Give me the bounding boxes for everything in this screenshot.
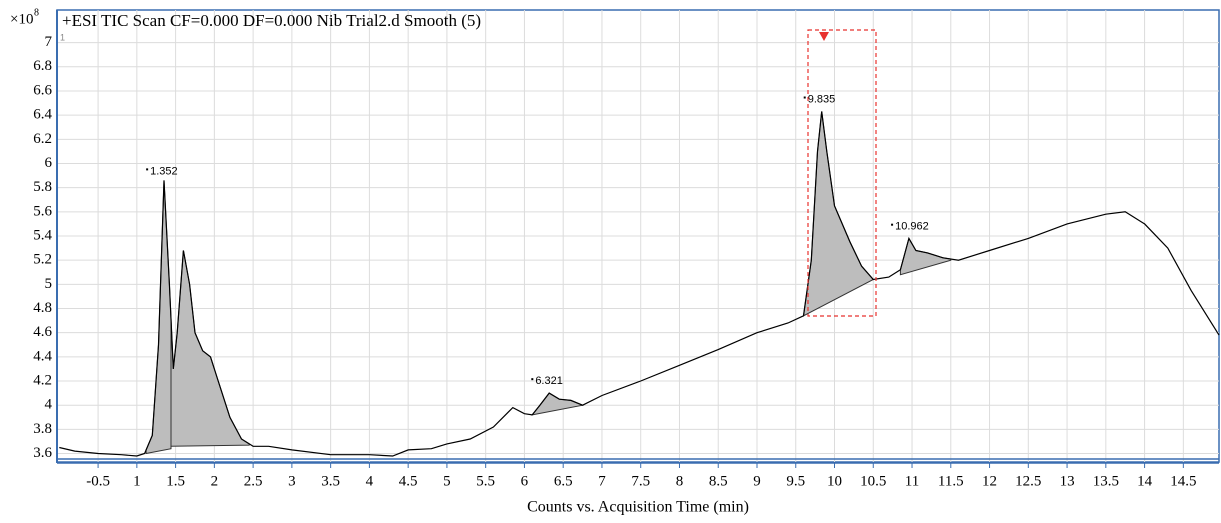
y-tick-label: 3.8 bbox=[33, 421, 52, 437]
y-tick-label: 5.8 bbox=[33, 179, 52, 195]
x-tick-label: 1.5 bbox=[166, 473, 185, 489]
x-tick-label: 3.5 bbox=[321, 473, 340, 489]
y-tick-label: 6.2 bbox=[33, 131, 52, 147]
x-tick-label: 12 bbox=[982, 473, 997, 489]
x-tick-label: 4 bbox=[366, 473, 374, 489]
y-tick-label: 4.2 bbox=[33, 372, 52, 388]
peak-marker bbox=[146, 168, 149, 171]
x-tick-label: 2.5 bbox=[244, 473, 263, 489]
x-tick-label: 1 bbox=[133, 473, 141, 489]
x-tick-label: 12.5 bbox=[1015, 473, 1041, 489]
x-tick-label: 9.5 bbox=[786, 473, 805, 489]
selection-marker[interactable] bbox=[819, 32, 829, 41]
x-tick-label: 4.5 bbox=[399, 473, 418, 489]
x-tick-label: 13 bbox=[1060, 473, 1075, 489]
y-tick-label: 6.4 bbox=[33, 107, 52, 123]
x-tick-label: 14.5 bbox=[1170, 473, 1196, 489]
x-tick-label: 7.5 bbox=[631, 473, 650, 489]
y-tick-label: 5 bbox=[45, 276, 53, 292]
y-tick-label: 6 bbox=[45, 155, 53, 171]
peak-label: 10.962 bbox=[895, 221, 929, 233]
y-tick-label: 4.8 bbox=[33, 300, 52, 316]
selection-box[interactable] bbox=[807, 29, 877, 317]
x-tick-label: 13.5 bbox=[1093, 473, 1119, 489]
x-tick-label: 9 bbox=[753, 473, 761, 489]
grid bbox=[57, 10, 1219, 462]
x-tick-label: 7 bbox=[598, 473, 606, 489]
peak-label: 6.321 bbox=[535, 375, 563, 387]
panel-number: 1 bbox=[60, 32, 65, 42]
y-tick-label: 6.6 bbox=[33, 82, 52, 98]
peak-marker bbox=[891, 223, 894, 226]
x-tick-label: 10.5 bbox=[860, 473, 886, 489]
peak-label: 9.835 bbox=[808, 93, 836, 105]
x-tick-label: 5 bbox=[443, 473, 451, 489]
marks: 1.352 6.321 9.835 10.962 bbox=[59, 93, 1220, 457]
x-tick-label: 11 bbox=[905, 473, 919, 489]
x-tick-label: -0.5 bbox=[86, 473, 110, 489]
x-tick-label: 6 bbox=[521, 473, 529, 489]
x-tick-label: 6.5 bbox=[554, 473, 573, 489]
x-tick-label: 3 bbox=[288, 473, 296, 489]
y-tick-label: 7 bbox=[45, 34, 53, 50]
y-tick-label: 5.2 bbox=[33, 252, 52, 268]
x-tick-label: 2 bbox=[211, 473, 219, 489]
y-tick-label: 4.6 bbox=[33, 324, 52, 340]
y-tick-label: 3.6 bbox=[33, 445, 52, 461]
y-tick-label: 4.4 bbox=[33, 348, 52, 364]
y-tick-label: 6.8 bbox=[33, 58, 52, 74]
x-tick-label: 11.5 bbox=[938, 473, 964, 489]
y-exponent: 8 bbox=[34, 7, 39, 18]
x-tick-label: 14 bbox=[1137, 473, 1153, 489]
x-axis-label: Counts vs. Acquisition Time (min) bbox=[527, 499, 749, 516]
peak-label: 1.352 bbox=[150, 165, 178, 177]
peak-marker bbox=[803, 96, 806, 99]
x-tick-label: 8.5 bbox=[709, 473, 728, 489]
y-tick-label: 5.4 bbox=[33, 227, 52, 243]
y-tick-label: 4 bbox=[45, 397, 53, 413]
y-multiplier: ×10 bbox=[10, 11, 33, 27]
chart-title: +ESI TIC Scan CF=0.000 DF=0.000 Nib Tria… bbox=[62, 11, 481, 30]
x-tick-label: 10 bbox=[827, 473, 842, 489]
x-tick-label: 8 bbox=[676, 473, 684, 489]
data-line bbox=[59, 111, 1220, 457]
y-tick-label: 5.6 bbox=[33, 203, 52, 219]
x-tick-label: 5.5 bbox=[476, 473, 495, 489]
peak-marker bbox=[531, 378, 534, 381]
